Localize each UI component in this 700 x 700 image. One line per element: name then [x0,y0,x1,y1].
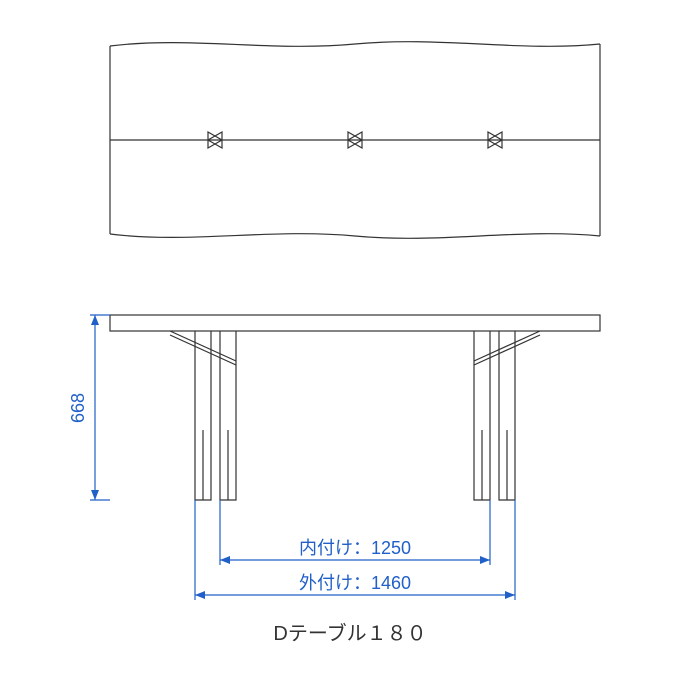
dim-height: 668 [68,315,110,500]
plan-bottom-edge [110,234,600,239]
legs-right [474,331,540,500]
drawing-title: Dテーブル１８０ [273,621,426,645]
dim-outer-label: 外付け：1460 [299,573,411,593]
dim-inner: 内付け：1250 [220,500,490,565]
dim-inner-label: 内付け：1250 [299,538,411,558]
tabletop [110,315,600,331]
plan-top-edge [110,42,600,47]
legs-left [170,331,236,500]
technical-drawing: 668 内付け：1250 外付け：1460 Dテーブル１８０ [0,0,700,700]
front-view [110,315,600,500]
plan-view [110,42,600,239]
dim-height-label: 668 [68,393,88,423]
